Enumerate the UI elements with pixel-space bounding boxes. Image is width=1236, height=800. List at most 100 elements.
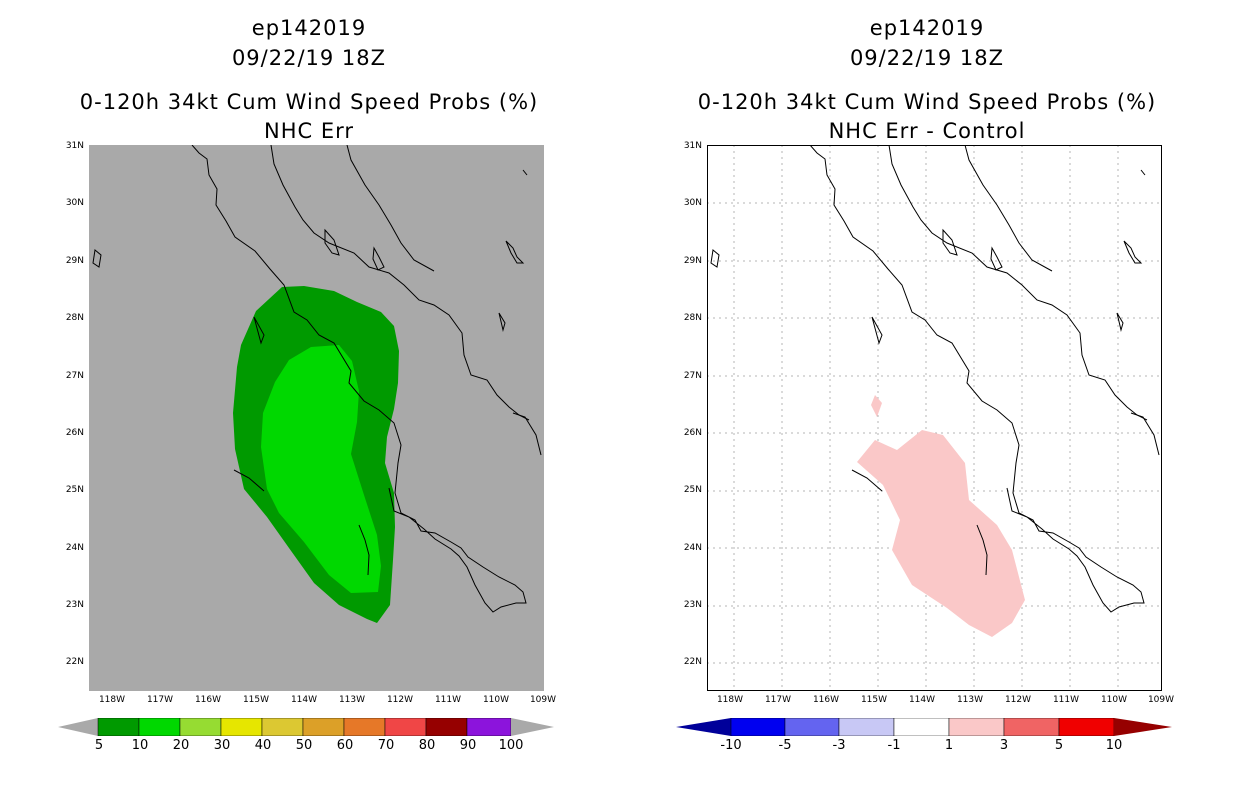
colorbar-label: 10 [131,738,149,753]
colorbar-swatch [948,718,1005,736]
colorbar-label: 40 [254,738,272,753]
lon-label: 117W [146,695,174,705]
lon-label: 117W [764,695,792,705]
lat-label: 25N [683,485,702,495]
left-datetime: 09/22/19 18Z [231,46,387,70]
grid-lines [707,145,1162,691]
colorbar-under-arrow [58,718,98,736]
left-subtitle: NHC Err [263,119,354,143]
colorbar-label: 60 [336,738,354,753]
right-panel: ep142019 09/22/19 18Z 0-120h 34kt Cum Wi… [618,0,1236,800]
colorbar-swatch [466,718,512,736]
lon-label: 111W [434,695,462,705]
lon-label: 110W [482,695,510,705]
colorbar-label: -3 [832,738,846,753]
colorbar-swatch [220,718,263,736]
colorbar-label: 30 [213,738,231,753]
colorbar-label: -5 [778,738,792,753]
right-map [707,145,1162,691]
lon-label: 118W [98,695,126,705]
map-frame [707,145,1162,691]
lat-label: 27N [683,371,702,381]
colorbar-label: 5 [1054,738,1064,753]
diff-contour-main [857,430,1025,637]
colorbar-label: 1 [944,738,954,753]
colorbar-swatch [784,718,840,736]
colorbar-over-arrow [511,718,554,736]
lat-label: 28N [683,313,702,323]
lon-label: 112W [1004,695,1032,705]
colorbar-swatch [384,718,427,736]
lon-label: 112W [386,695,414,705]
lat-label: 25N [65,485,84,495]
colorbar-swatch [343,718,386,736]
colorbar-over-arrow [1114,718,1172,736]
lat-label: 29N [65,256,84,266]
colorbar-label: 100 [498,738,524,753]
colorbar-swatch [425,718,468,736]
lon-label: 113W [338,695,366,705]
lat-label: 22N [65,657,84,667]
lon-label: 115W [860,695,888,705]
lat-label: 22N [683,657,702,667]
colorbar-swatch [261,718,304,736]
lat-label: 27N [65,371,84,381]
lon-label: 115W [242,695,270,705]
lat-label: 29N [683,256,702,266]
colorbar-label: 20 [172,738,190,753]
lat-label: 24N [683,543,702,553]
colorbar-under-arrow [676,718,731,736]
lat-label: 26N [65,428,84,438]
colorbar-label: 50 [295,738,313,753]
colorbar-swatch [893,718,950,736]
colorbar-label: 90 [459,738,477,753]
lon-label: 114W [908,695,936,705]
lon-label: 116W [812,695,840,705]
left-map [89,145,544,691]
colorbar-label: -10 [720,738,742,753]
colorbar-swatch [302,718,345,736]
lat-label: 30N [65,198,84,208]
colorbar-label: 70 [377,738,395,753]
right-storm-id: ep142019 [869,16,985,40]
diff-contour-small [871,395,882,417]
lat-label: 30N [683,198,702,208]
colorbar-swatch [1058,718,1115,736]
right-subtitle: NHC Err - Control [828,119,1026,143]
lon-label: 118W [716,695,744,705]
prob-contour-10 [261,345,381,593]
lon-label: 113W [956,695,984,705]
right-colorbar [676,718,1172,736]
colorbar-swatch [138,718,181,736]
left-colorbar [58,718,554,736]
colorbar-swatch [730,718,786,736]
right-datetime: 09/22/19 18Z [849,46,1005,70]
colorbar-label: 5 [94,738,104,753]
colorbar-swatch [97,718,140,736]
coastlines [92,145,542,613]
colorbar-label: 3 [999,738,1009,753]
map-background [707,145,1162,691]
colorbar-swatch [838,718,895,736]
left-storm-id: ep142019 [251,16,367,40]
colorbar-label: -1 [887,738,901,753]
colorbar-label: 10 [1105,738,1123,753]
lon-label: 109W [529,695,557,705]
lon-label: 111W [1052,695,1080,705]
lat-label: 31N [65,141,84,151]
colorbar-swatch [1003,718,1060,736]
lon-label: 109W [1147,695,1175,705]
lat-label: 26N [683,428,702,438]
coastlines [710,145,1160,613]
lon-label: 116W [194,695,222,705]
lon-label: 110W [1100,695,1128,705]
lat-label: 28N [65,313,84,323]
left-panel: ep142019 09/22/19 18Z 0-120h 34kt Cum Wi… [58,16,557,753]
right-product-title: 0-120h 34kt Cum Wind Speed Probs (%) [697,90,1157,114]
lat-label: 23N [683,600,702,610]
colorbar-swatch [179,718,222,736]
lat-label: 31N [683,141,702,151]
lon-label: 114W [290,695,318,705]
colorbar-label: 80 [418,738,436,753]
lat-label: 23N [65,600,84,610]
